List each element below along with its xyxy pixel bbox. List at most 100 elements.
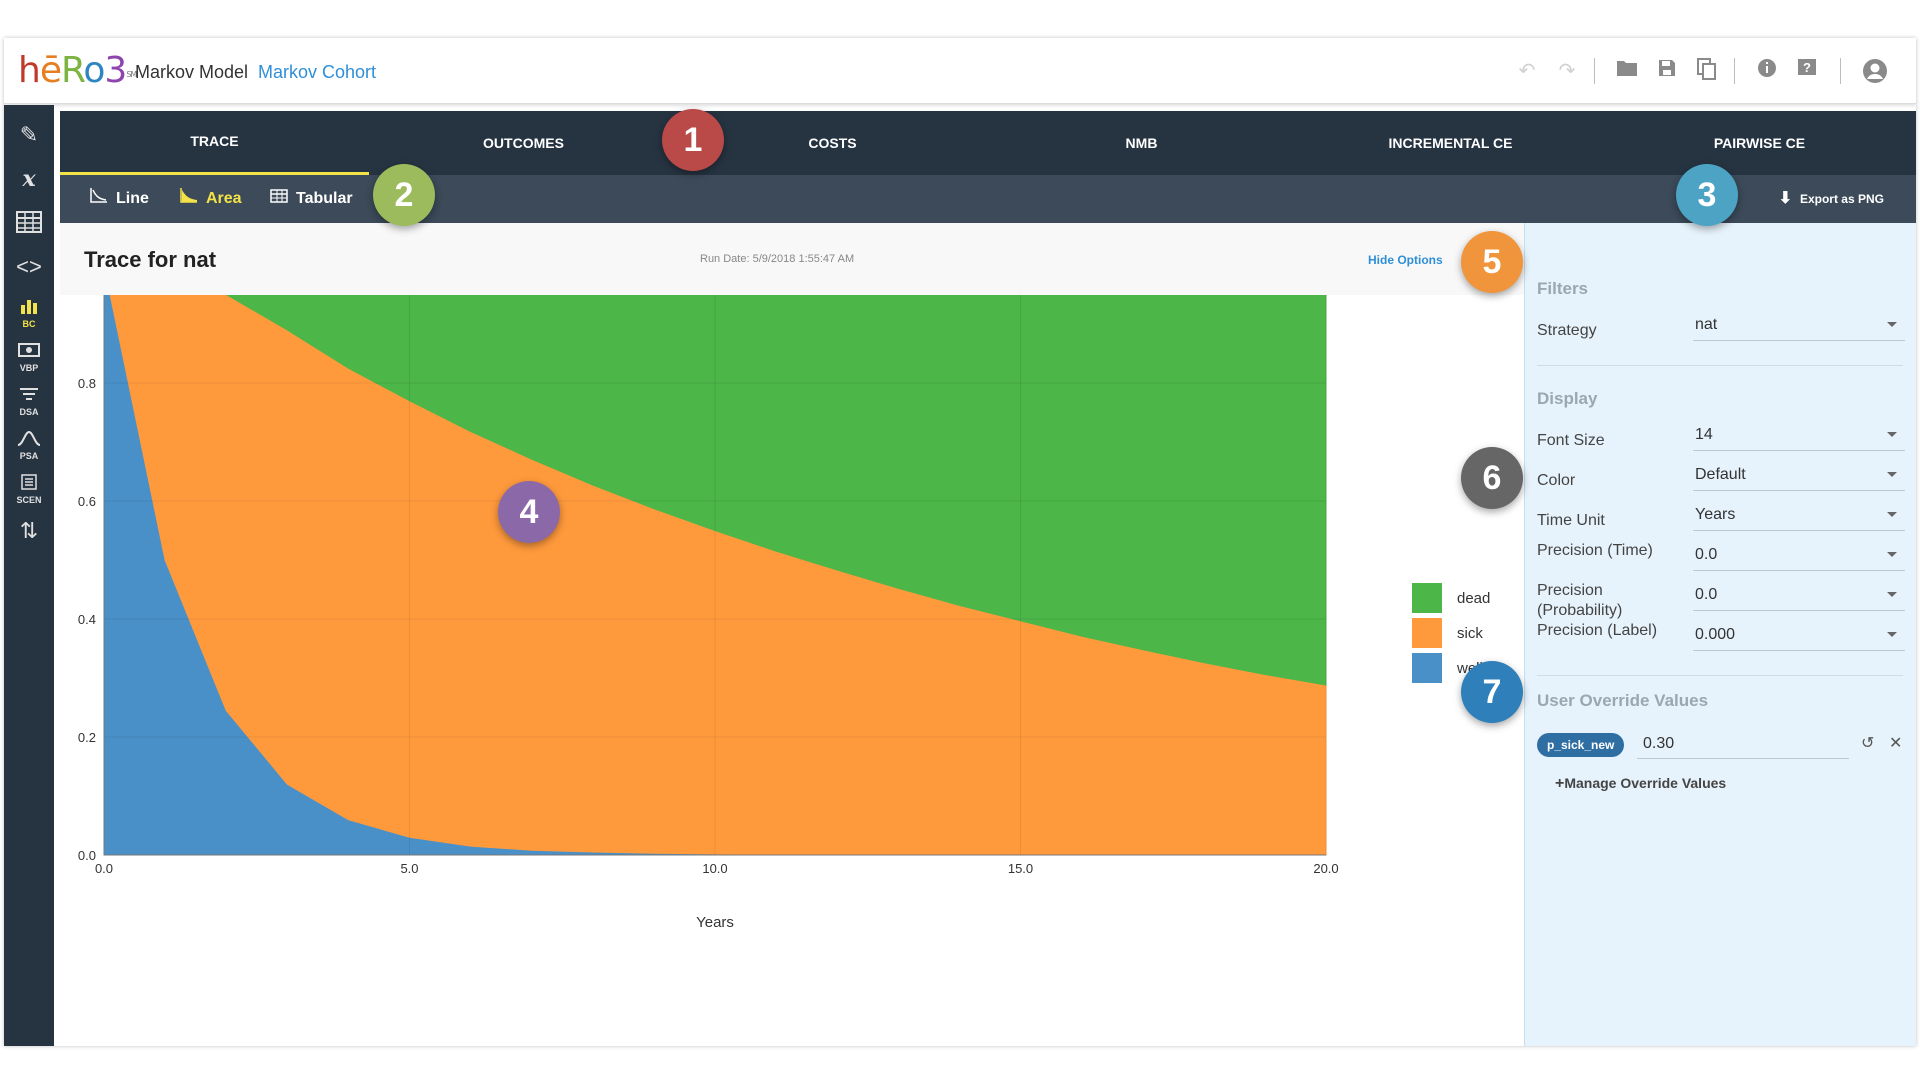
options-panel: Filters Strategy nat Display Font Size 1… bbox=[1524, 223, 1916, 1046]
hide-options-link[interactable]: Hide Options bbox=[1368, 253, 1443, 267]
line-chart-icon bbox=[90, 188, 108, 207]
precision-time-select[interactable]: 0.0 bbox=[1693, 543, 1905, 571]
main-tabs: TRACE OUTCOMES COSTS NMB INCREMENTAL CE … bbox=[60, 111, 1916, 175]
close-icon[interactable]: ✕ bbox=[1889, 735, 1903, 752]
filters-title: Filters bbox=[1537, 279, 1589, 298]
export-png-button[interactable]: ⬇ Export as PNG bbox=[1779, 175, 1884, 223]
tab-costs[interactable]: COSTS bbox=[808, 135, 857, 151]
sidebar-item-vbp[interactable]: VBP bbox=[4, 339, 54, 379]
undo-icon[interactable]: ↶ bbox=[1518, 60, 1536, 82]
sidebar-item-scen[interactable]: SCEN bbox=[4, 471, 54, 511]
x-tick-label: 15.0 bbox=[1008, 861, 1033, 876]
x-axis-title: Years bbox=[696, 914, 734, 931]
legend-swatch-sick bbox=[1412, 618, 1442, 648]
info-icon[interactable] bbox=[1754, 58, 1780, 84]
code-icon: <> bbox=[16, 254, 42, 279]
sidebar-item-sort[interactable]: ⇅ bbox=[4, 519, 54, 559]
tab-pairwise-ce[interactable]: PAIRWISE CE bbox=[1713, 135, 1806, 151]
area-chart-icon bbox=[180, 188, 198, 207]
redo-icon[interactable]: ↷ bbox=[1558, 60, 1576, 82]
sidebar-label: VBP bbox=[19, 363, 39, 373]
tab-outcomes[interactable]: OUTCOMES bbox=[483, 135, 564, 151]
precision-time-label: Precision (Time) bbox=[1537, 542, 1653, 559]
model-name: Markov Model bbox=[135, 62, 249, 82]
account-icon[interactable] bbox=[1862, 58, 1888, 84]
line-view-button[interactable]: Line bbox=[90, 175, 149, 223]
tab-incremental-ce[interactable]: INCREMENTAL CE bbox=[1388, 135, 1513, 151]
precision-probability-select[interactable]: 0.0 bbox=[1693, 583, 1905, 611]
model-type-link[interactable]: Markov Cohort bbox=[258, 62, 377, 82]
tab-trace[interactable]: TRACE bbox=[60, 111, 369, 175]
callout-3: 3 bbox=[1676, 164, 1738, 226]
plus-icon: + bbox=[1555, 775, 1565, 792]
sidebar-label: SCEN bbox=[16, 495, 42, 505]
curve-icon bbox=[4, 427, 54, 451]
override-value-input[interactable]: 0.30 bbox=[1637, 731, 1849, 759]
strategy-value: nat bbox=[1695, 316, 1718, 333]
y-tick-label: 0.4 bbox=[78, 612, 96, 627]
callout-2: 2 bbox=[373, 164, 435, 226]
sidebar-label: BC bbox=[22, 319, 36, 329]
x-tick-label: 5.0 bbox=[400, 861, 418, 876]
chevron-down-icon bbox=[1887, 432, 1897, 437]
download-icon: ⬇ bbox=[1778, 190, 1792, 207]
sidebar-item-tables[interactable] bbox=[4, 211, 54, 251]
color-value: Default bbox=[1695, 466, 1746, 483]
chevron-down-icon bbox=[1887, 322, 1897, 327]
precision-probability-value: 0.0 bbox=[1695, 586, 1718, 603]
manage-overrides-label: Manage Override Values bbox=[1564, 775, 1727, 791]
sidebar-item-dsa[interactable]: DSA bbox=[4, 383, 54, 423]
override-title: User Override Values bbox=[1537, 691, 1709, 710]
filter-icon bbox=[4, 383, 54, 407]
pencil-icon: ✎ bbox=[19, 122, 39, 147]
strategy-select[interactable]: nat bbox=[1693, 313, 1905, 341]
time-unit-select[interactable]: Years bbox=[1693, 503, 1905, 531]
reset-icon[interactable]: ↺ bbox=[1861, 735, 1875, 752]
chevron-down-icon bbox=[1887, 472, 1897, 477]
left-sidebar: ✎ x <> BC VBP DSA PSA SCEN ⇅ bbox=[4, 105, 54, 1046]
app-window: hēRo3SM Markov Model Markov Cohort ↶ ↷ ?… bbox=[4, 38, 1916, 1046]
strategy-label: Strategy bbox=[1537, 322, 1597, 339]
sidebar-item-psa[interactable]: PSA bbox=[4, 427, 54, 467]
precision-label-select[interactable]: 0.000 bbox=[1693, 623, 1905, 651]
callout-7: 7 bbox=[1461, 661, 1523, 723]
x-tick-label: 10.0 bbox=[702, 861, 727, 876]
override-parameter-chip: p_sick_new bbox=[1537, 733, 1625, 757]
precision-label-label: Precision (Label) bbox=[1537, 622, 1658, 639]
tab-nmb[interactable]: NMB bbox=[1125, 135, 1158, 151]
area-view-label: Area bbox=[206, 190, 242, 207]
sidebar-item-edit[interactable]: ✎ bbox=[4, 123, 54, 163]
chevron-down-icon bbox=[1887, 592, 1897, 597]
font-size-value: 14 bbox=[1695, 426, 1713, 443]
color-select[interactable]: Default bbox=[1693, 463, 1905, 491]
folder-icon[interactable] bbox=[1614, 58, 1640, 84]
save-icon[interactable] bbox=[1654, 58, 1680, 84]
sidebar-item-variables[interactable]: x bbox=[4, 167, 54, 207]
area-view-button[interactable]: Area bbox=[180, 175, 242, 223]
table-icon bbox=[270, 189, 288, 207]
font-size-label: Font Size bbox=[1537, 432, 1605, 449]
time-unit-label: Time Unit bbox=[1537, 512, 1605, 529]
chevron-down-icon bbox=[1887, 552, 1897, 557]
y-tick-label: 0.2 bbox=[78, 730, 96, 745]
sidebar-item-bc[interactable]: BC bbox=[4, 295, 54, 335]
display-title: Display bbox=[1537, 389, 1598, 408]
precision-probability-label: Precision (Probability) bbox=[1537, 582, 1623, 619]
tabular-view-button[interactable]: Tabular bbox=[270, 175, 353, 223]
chevron-down-icon bbox=[1887, 632, 1897, 637]
legend-label-dead: dead bbox=[1457, 590, 1490, 607]
precision-time-value: 0.0 bbox=[1695, 546, 1718, 563]
copy-icon[interactable] bbox=[1694, 58, 1720, 84]
chart-header: Trace for nat Run Date: 5/9/2018 1:55:47… bbox=[60, 223, 1524, 295]
font-size-select[interactable]: 14 bbox=[1693, 423, 1905, 451]
bar-chart-icon bbox=[4, 295, 54, 319]
chart-panel: Trace for nat Run Date: 5/9/2018 1:55:47… bbox=[60, 223, 1524, 1046]
help-icon[interactable]: ? bbox=[1794, 58, 1820, 84]
run-date: Run Date: 5/9/2018 1:55:47 AM bbox=[700, 253, 855, 265]
legend-swatch-well bbox=[1412, 653, 1442, 683]
legend-label-sick: sick bbox=[1457, 625, 1483, 642]
legend-swatch-dead bbox=[1412, 583, 1442, 613]
manage-overrides-button[interactable]: +Manage Override Values bbox=[1555, 775, 1726, 793]
sidebar-item-code[interactable]: <> bbox=[4, 255, 54, 295]
money-icon bbox=[4, 339, 54, 363]
